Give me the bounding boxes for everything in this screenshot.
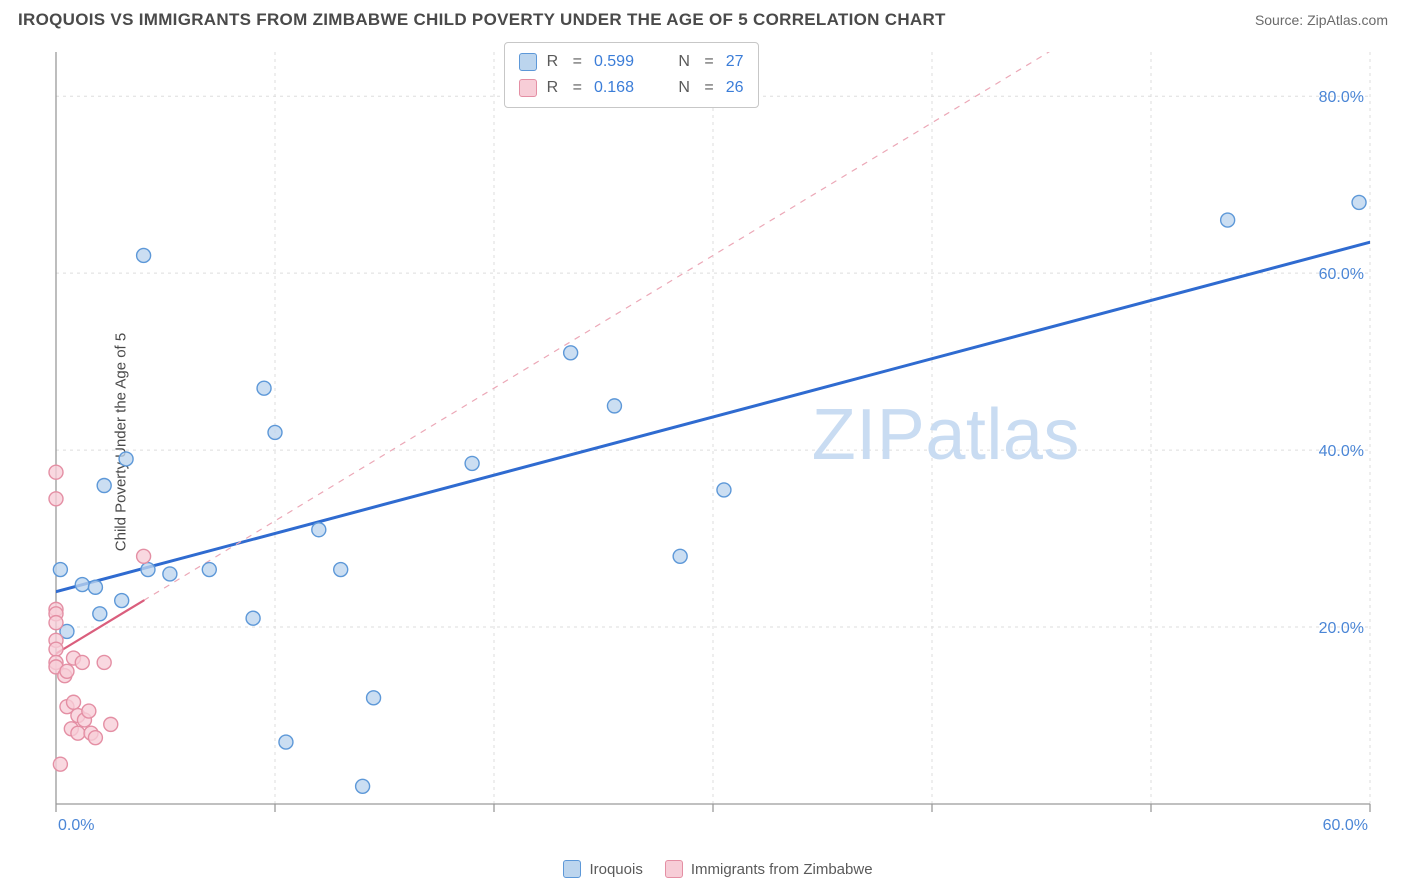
- legend-swatch: [563, 860, 581, 878]
- legend-item: Immigrants from Zimbabwe: [665, 860, 873, 878]
- header: IROQUOIS VS IMMIGRANTS FROM ZIMBABWE CHI…: [0, 0, 1406, 34]
- svg-text:60.0%: 60.0%: [1323, 817, 1368, 834]
- scatter-plot: 20.0% 40.0% 60.0% 80.0% 0.0% 60.0%: [48, 42, 1388, 842]
- legend-label: Immigrants from Zimbabwe: [691, 861, 873, 878]
- stats-legend-row: R=0.168 N=26: [519, 75, 744, 101]
- legend-item: Iroquois: [563, 860, 642, 878]
- legend-swatch: [519, 79, 537, 97]
- legend-swatch: [665, 860, 683, 878]
- svg-text:80.0%: 80.0%: [1319, 89, 1364, 106]
- stats-legend-row: R=0.599 N=27: [519, 49, 744, 75]
- chart-title: IROQUOIS VS IMMIGRANTS FROM ZIMBABWE CHI…: [18, 10, 946, 30]
- svg-text:0.0%: 0.0%: [58, 817, 94, 834]
- legend-label: Iroquois: [589, 861, 642, 878]
- svg-text:40.0%: 40.0%: [1319, 443, 1364, 460]
- legend-swatch: [519, 53, 537, 71]
- source-label: Source: ZipAtlas.com: [1255, 12, 1388, 28]
- stats-legend: R=0.599 N=27R=0.168 N=26: [504, 42, 759, 108]
- svg-text:60.0%: 60.0%: [1319, 266, 1364, 283]
- plot-area: Child Poverty Under the Age of 5 20.0%40…: [48, 42, 1388, 842]
- svg-text:20.0%: 20.0%: [1319, 620, 1364, 637]
- series-legend: Iroquois Immigrants from Zimbabwe: [48, 860, 1388, 878]
